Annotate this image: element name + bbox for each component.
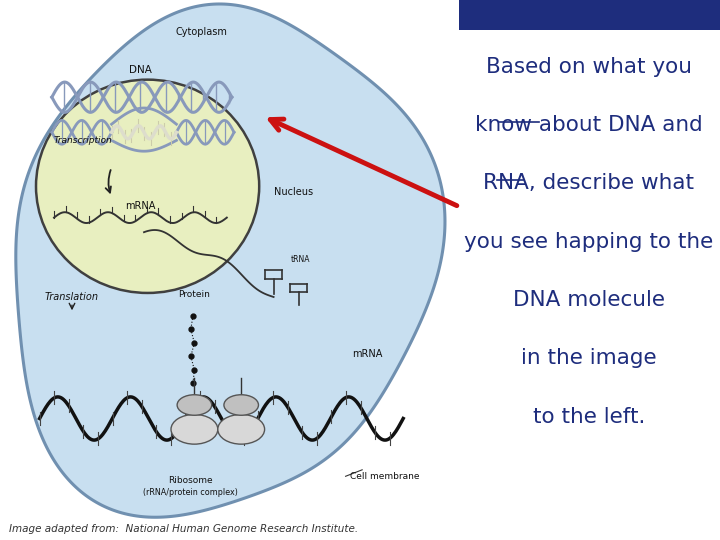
Text: Based on what you: Based on what you [486, 57, 692, 77]
Polygon shape [16, 4, 445, 517]
Text: in the image: in the image [521, 348, 657, 368]
Text: mRNA: mRNA [352, 349, 382, 359]
Text: Nucleus: Nucleus [274, 187, 313, 197]
Text: you see happing to the: you see happing to the [464, 232, 714, 252]
Text: to the left.: to the left. [533, 407, 645, 427]
Ellipse shape [171, 415, 218, 444]
Text: DNA: DNA [129, 65, 152, 75]
Text: Transcription: Transcription [53, 136, 112, 145]
Text: mRNA: mRNA [125, 201, 156, 211]
FancyBboxPatch shape [459, 0, 720, 30]
Text: Cytoplasm: Cytoplasm [176, 28, 228, 37]
Text: Translation: Translation [45, 292, 99, 302]
Text: Protein: Protein [179, 290, 210, 299]
Text: (rRNA/protein complex): (rRNA/protein complex) [143, 488, 238, 497]
Ellipse shape [36, 79, 259, 293]
Text: tRNA: tRNA [291, 255, 311, 264]
Text: Image adapted from:  National Human Genome Research Institute.: Image adapted from: National Human Genom… [9, 523, 359, 534]
Ellipse shape [177, 395, 212, 415]
Text: RNA, describe what: RNA, describe what [483, 173, 695, 193]
Text: Ribosome: Ribosome [168, 476, 213, 485]
Ellipse shape [224, 395, 258, 415]
Text: DNA molecule: DNA molecule [513, 290, 665, 310]
Text: Cell membrane: Cell membrane [351, 472, 420, 481]
Text: know about DNA and: know about DNA and [475, 115, 703, 135]
Ellipse shape [217, 415, 265, 444]
